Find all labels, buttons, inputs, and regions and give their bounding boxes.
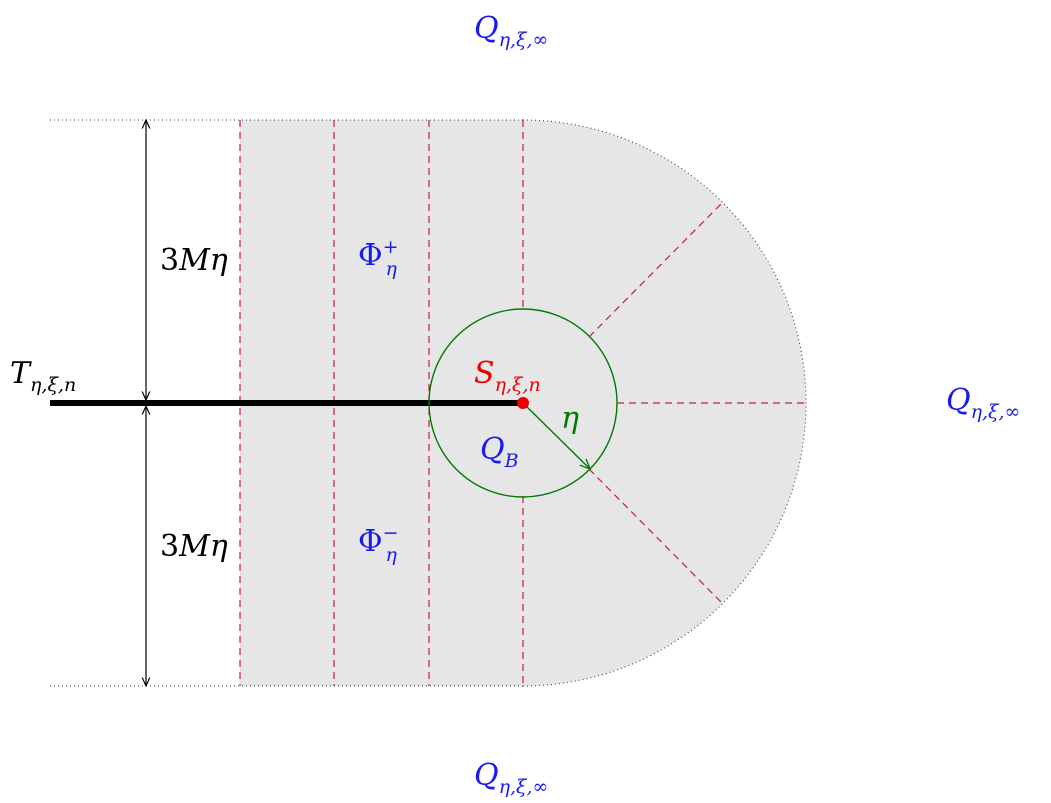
- label-point-main: S: [474, 356, 495, 391]
- label-lower-height-rest: Mη: [178, 529, 228, 564]
- label-radius: η: [561, 401, 579, 436]
- label-segment-sub: η,ξ,n: [30, 374, 76, 396]
- label-ball-main: Q: [480, 432, 505, 467]
- label-right-region-sub: η,ξ,∞: [971, 401, 1021, 423]
- label-upper-half: Φ+ η: [358, 236, 399, 280]
- label-upper-height: 3Mη: [160, 243, 228, 278]
- label-right-region: Qη,ξ,∞: [946, 383, 1020, 423]
- label-top-region-main: Q: [474, 11, 499, 46]
- label-lower-half-main: Φ: [358, 524, 383, 559]
- label-upper-half-sub: η: [386, 258, 398, 280]
- label-lower-half-sub: η: [386, 544, 398, 566]
- label-point: Sη,ξ,n: [474, 356, 541, 396]
- radius-arrow: [522, 402, 590, 469]
- label-point-sub: η,ξ,n: [495, 374, 541, 396]
- label-segment: Tη,ξ,n: [10, 356, 76, 396]
- label-bottom-region-main: Q: [474, 758, 499, 793]
- label-lower-half: Φ− η: [358, 522, 399, 566]
- label-lower-height: 3Mη: [160, 529, 228, 564]
- label-upper-half-sup: +: [383, 236, 399, 258]
- label-top-region: Qη,ξ,∞: [474, 11, 548, 51]
- label-upper-half-main: Φ: [358, 238, 383, 273]
- label-right-region-main: Q: [946, 383, 971, 418]
- radial-line-upper: [588, 202, 723, 338]
- radial-dashed-lines: [588, 202, 806, 604]
- label-upper-height-coef: 3: [160, 243, 179, 278]
- radial-line-lower: [588, 468, 723, 604]
- singular-point: [517, 397, 529, 409]
- label-top-region-sub: η,ξ,∞: [499, 29, 549, 51]
- region-boundary-arc: [522, 119, 807, 687]
- label-lower-height-coef: 3: [160, 529, 179, 564]
- label-ball: QB: [480, 432, 519, 472]
- label-upper-height-rest: Mη: [178, 243, 228, 278]
- label-bottom-region: Qη,ξ,∞: [474, 758, 548, 798]
- label-bottom-region-sub: η,ξ,∞: [499, 776, 549, 798]
- ball-circle: [428, 308, 618, 498]
- label-segment-main: T: [10, 356, 32, 391]
- label-lower-half-sup: −: [383, 522, 399, 544]
- label-ball-sub: B: [504, 450, 519, 472]
